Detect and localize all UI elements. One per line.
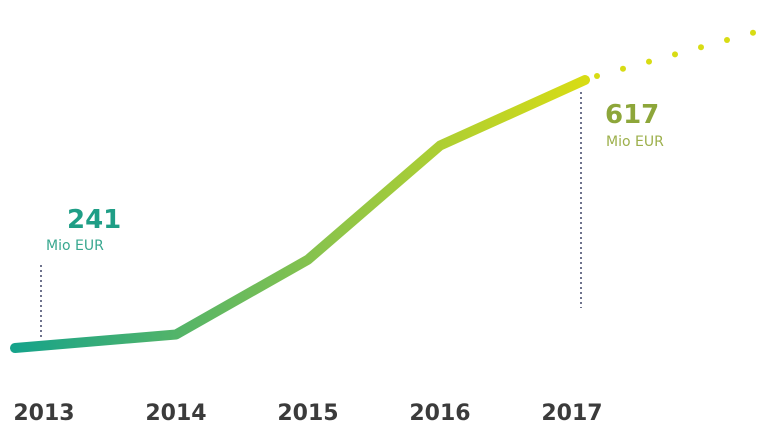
leader-lines <box>40 92 582 338</box>
series-line <box>10 75 590 353</box>
projection-dot <box>698 44 704 51</box>
annotation-end: 617 Mio EUR <box>605 100 664 150</box>
annotation-start: 241 Mio EUR <box>46 205 121 254</box>
projection-dot <box>724 37 730 43</box>
annotation-end-unit: Mio EUR <box>606 134 664 150</box>
projection-dot <box>750 29 756 36</box>
x-tick-label: 2013 <box>13 401 74 426</box>
annotation-start-unit: Mio EUR <box>46 238 104 254</box>
x-axis-ticks: 2013 2014 2015 2016 2017 <box>13 401 602 426</box>
projection-dots <box>594 29 756 79</box>
x-tick-label: 2017 <box>541 401 602 426</box>
annotation-end-value: 617 <box>605 100 659 130</box>
projection-dot <box>620 65 626 72</box>
projection-dot <box>594 73 600 79</box>
x-tick-label: 2015 <box>277 401 338 426</box>
x-tick-label: 2014 <box>145 401 206 426</box>
annotation-start-value: 241 <box>67 205 121 235</box>
projection-dot <box>646 58 652 65</box>
x-tick-label: 2016 <box>409 401 470 426</box>
series-revenue <box>10 75 590 353</box>
projection-dot <box>672 51 678 58</box>
